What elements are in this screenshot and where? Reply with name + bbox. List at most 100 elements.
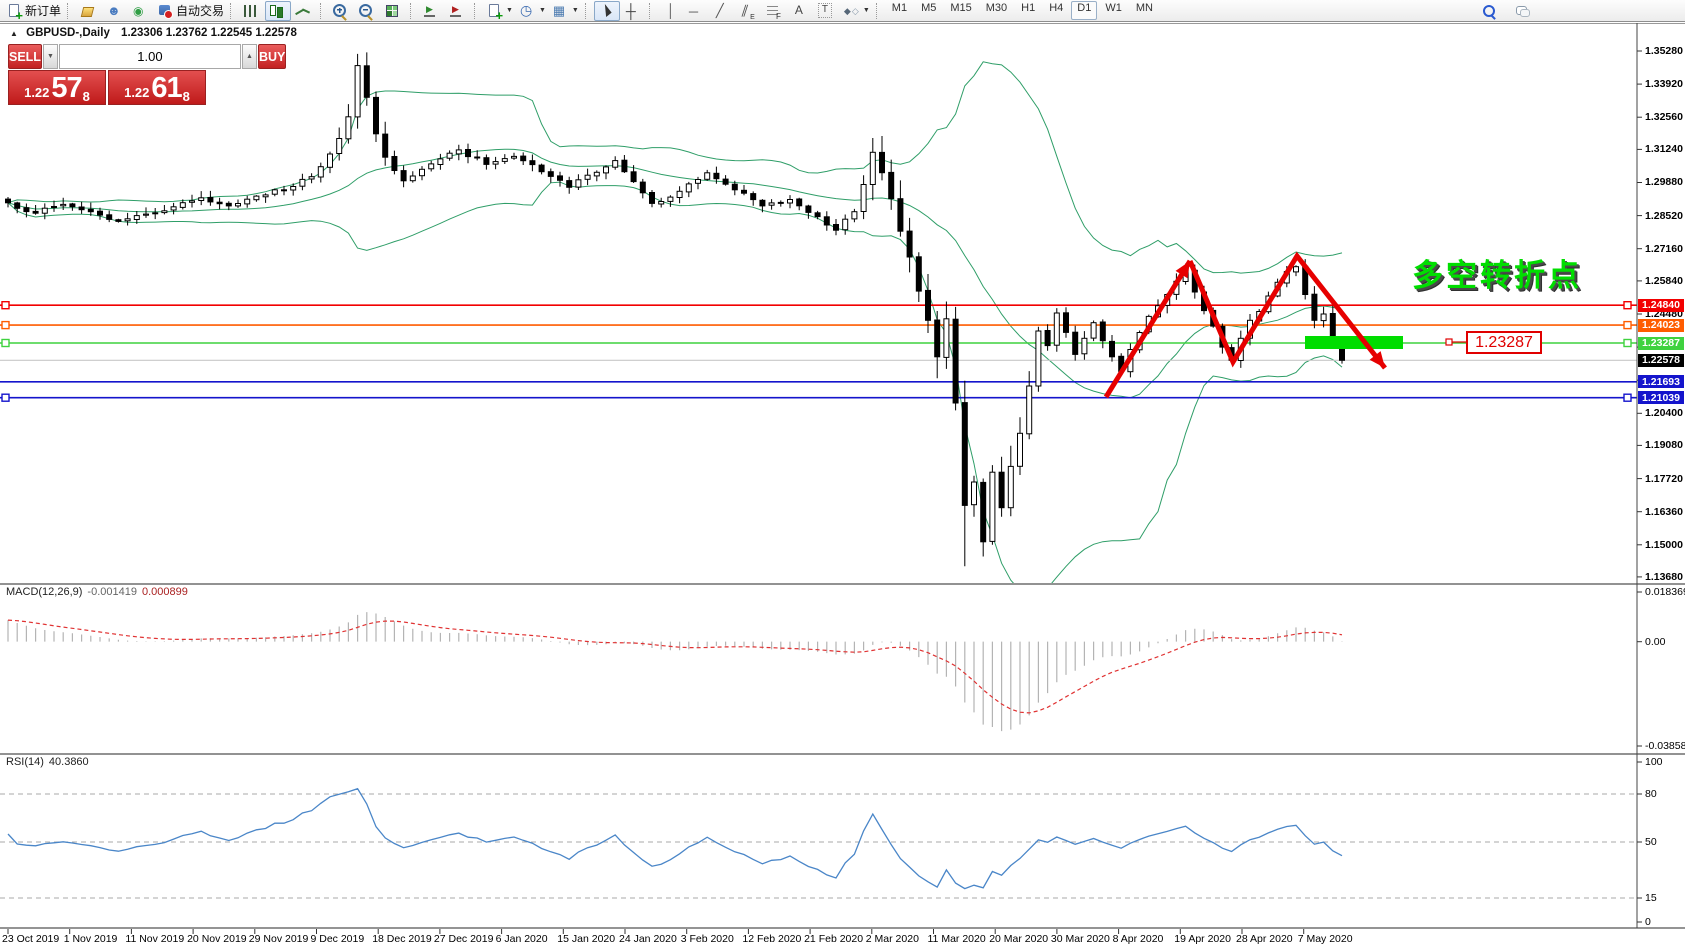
frame-icon (552, 3, 568, 19)
timeframe-d1[interactable]: D1 (1071, 1, 1098, 20)
timeframe-m30[interactable]: M30 (985, 2, 1008, 14)
accounts-button[interactable] (102, 1, 128, 21)
zoom-in-button[interactable] (329, 1, 355, 21)
macd-panel (7, 612, 1343, 732)
chart-shift-button[interactable] (419, 1, 445, 21)
text-label-button[interactable] (814, 1, 840, 21)
volume-increase-button[interactable]: ▲ (241, 44, 257, 69)
price-axis-tick: 1.31240 (1645, 143, 1683, 156)
price-axis-tick: 1.19080 (1645, 439, 1683, 452)
macd-axis-tick: -0.038585 (1645, 740, 1685, 752)
line-chart-button[interactable] (291, 1, 317, 21)
price-axis-tick: 1.27160 (1645, 242, 1683, 255)
line-handle[interactable] (1, 338, 10, 348)
channel-button[interactable] (736, 1, 762, 21)
fibonacci-button[interactable] (762, 1, 788, 21)
price-axis-tick: 1.13680 (1645, 570, 1683, 583)
timeframe-h1[interactable]: H1 (1021, 2, 1036, 14)
timeframe-m5[interactable]: M5 (921, 2, 937, 14)
date-axis-label: 18 Dec 2019 (372, 933, 432, 945)
autoscroll-icon (448, 3, 464, 19)
tiles-icon (384, 3, 400, 19)
tile-windows-button[interactable] (381, 1, 407, 21)
line-handle[interactable] (1, 393, 10, 402)
line-handle[interactable] (1623, 393, 1632, 402)
history-center-button[interactable] (76, 1, 102, 21)
chart-symbol-period: GBPUSD-,Daily (26, 27, 110, 39)
timeframe-mn[interactable]: MN (1135, 2, 1153, 14)
price-badge-1.22578: 1.22578 (1638, 353, 1684, 367)
buy-price-button[interactable]: 1.22 61 8 (108, 70, 206, 105)
zoom-out-icon (358, 3, 374, 19)
timeframe-h4[interactable]: H4 (1049, 2, 1064, 14)
new-chart-button[interactable]: ▼ (483, 1, 516, 23)
zigzag-annotation[interactable] (1103, 251, 1387, 399)
tag-icon (79, 3, 95, 19)
turning-point-annotation-text[interactable]: 多空转折点 (1412, 258, 1582, 293)
date-axis-label: 2 Mar 2020 (865, 933, 919, 945)
periods-button[interactable]: ▼ (516, 1, 549, 21)
toolbar-separator (584, 2, 590, 19)
volume-input[interactable] (58, 44, 241, 69)
clock-icon (519, 3, 535, 19)
timeframe-m15[interactable]: M15 (950, 2, 972, 14)
buy-price-main: 61 (151, 72, 182, 104)
bar-chart-button[interactable] (239, 1, 265, 21)
price-level-label[interactable]: 1.23287 (1466, 331, 1542, 354)
dropdown-caret-icon: ▼ (538, 7, 546, 14)
main-toolbar: 新订单 自动交易 ▼ ▼ ▼ ▼ M1 M5 M15 M30 H1 H4 D1 W1 MN (0, 0, 1685, 23)
crosshair-button[interactable] (620, 1, 646, 21)
sell-price-main: 57 (51, 72, 82, 104)
support-zone-rectangle[interactable] (1305, 336, 1403, 349)
collapse-panel-icon[interactable]: ▲ (10, 29, 18, 38)
date-axis-label: 27 Dec 2019 (433, 933, 494, 945)
line-handle[interactable] (1, 301, 10, 310)
labelT-icon (817, 2, 833, 19)
line-handle[interactable] (1, 320, 10, 330)
new-order-button[interactable]: 新订单 (3, 1, 64, 23)
channel-icon (739, 3, 755, 21)
timeframe-m1[interactable]: M1 (891, 2, 908, 14)
date-axis-label: 19 Apr 2020 (1174, 933, 1231, 945)
arrows-button[interactable]: ▼ (840, 1, 873, 21)
timeframe-w1[interactable]: W1 (1105, 2, 1122, 14)
volume-decrease-button[interactable]: ▼ (42, 44, 58, 69)
buy-price-prefix: 1.22 (124, 85, 150, 100)
dropdown-caret-icon: ▼ (571, 7, 579, 14)
horizontal-line-button[interactable] (684, 1, 710, 21)
sell-price-button[interactable]: 1.22 57 8 (8, 70, 106, 105)
price-axis-tick: 1.15000 (1645, 538, 1683, 551)
cursor-icon (597, 3, 613, 19)
search-icon[interactable] (1478, 1, 1504, 21)
chat-icon[interactable] (1512, 1, 1538, 21)
vertical-line-button[interactable] (658, 1, 684, 21)
autotrading-button[interactable]: 自动交易 (154, 1, 227, 21)
price-axis-tick: 1.20400 (1645, 407, 1683, 420)
text-button[interactable] (788, 1, 814, 21)
macd-axis-tick: 0.00 (1645, 635, 1666, 648)
line-handle[interactable] (1623, 301, 1632, 310)
news-button[interactable] (128, 1, 154, 21)
dropdown-caret-icon: ▼ (862, 7, 870, 14)
date-axis-label: 8 Apr 2020 (1112, 933, 1164, 945)
price-axis-tick: 1.29880 (1645, 176, 1683, 189)
cursor-button[interactable] (593, 0, 620, 21)
buy-button[interactable]: BUY (257, 44, 287, 69)
line-icon (294, 3, 310, 19)
date-axis-label: 12 Feb 2020 (742, 933, 802, 945)
zoom-out-button[interactable] (355, 1, 381, 21)
date-axis-label: 11 Mar 2020 (927, 933, 986, 945)
new-order-button-label: 新订单 (25, 4, 62, 18)
line-handle[interactable] (1623, 320, 1632, 330)
rsi-axis-tick: 50 (1645, 836, 1657, 848)
price-axis-tick: 1.28520 (1645, 209, 1683, 222)
sell-button[interactable]: SELL (8, 44, 42, 69)
auto-scroll-button[interactable] (445, 1, 471, 21)
textA-icon (791, 3, 807, 19)
candlestick-chart-button[interactable] (265, 0, 292, 21)
rsi-indicator-label: RSI(14) 40.3860 (6, 756, 89, 768)
line-handle[interactable] (1623, 338, 1632, 348)
profiles-button[interactable]: ▼ (549, 1, 582, 21)
trendline-button[interactable] (710, 1, 736, 21)
